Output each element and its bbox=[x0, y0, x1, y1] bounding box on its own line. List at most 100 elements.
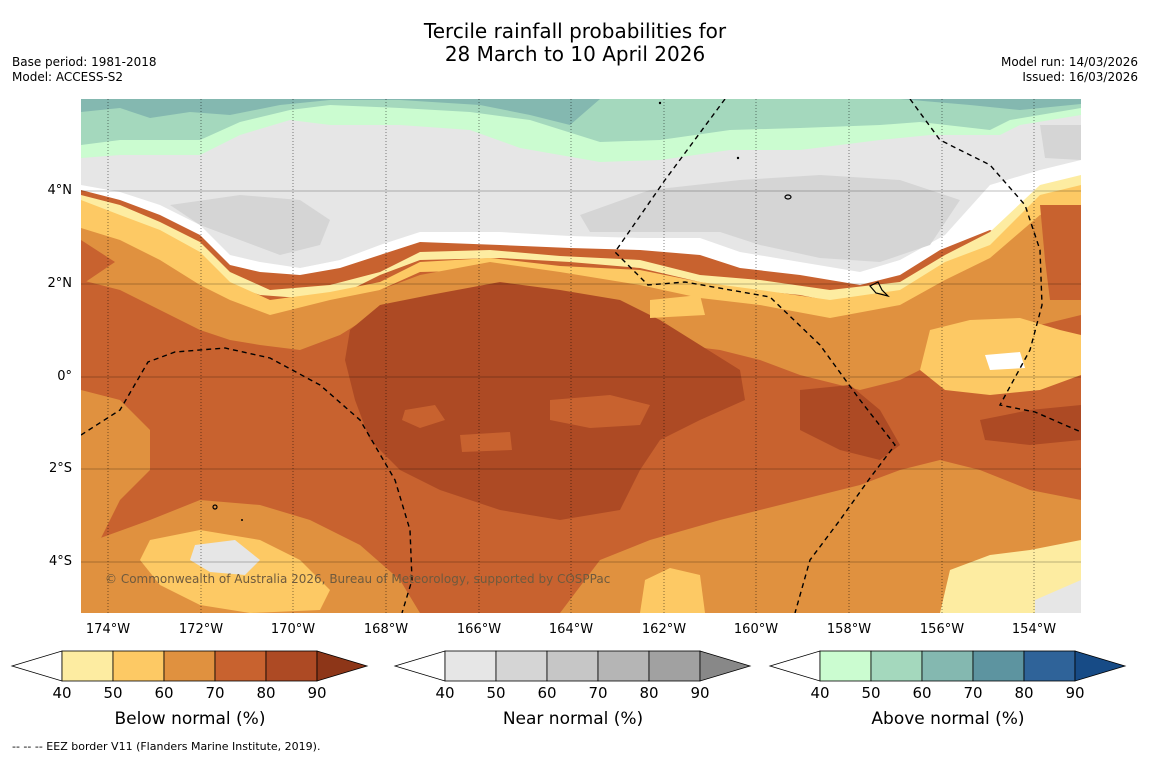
lon-tick-156w: 156°W bbox=[919, 622, 965, 637]
lon-tick-170w: 170°W bbox=[270, 622, 316, 637]
eez-borders bbox=[81, 99, 1081, 613]
lon-tick-166w: 166°W bbox=[456, 622, 502, 637]
copyright-notice: © Commonwealth of Australia 2026, Bureau… bbox=[105, 572, 611, 586]
white-east-pocket bbox=[985, 352, 1025, 370]
island-dot-south bbox=[241, 519, 243, 521]
below-normal-70-inner-2 bbox=[550, 395, 650, 428]
lon-tick-162w: 162°W bbox=[641, 622, 687, 637]
cbar-near-tick-70: 70 bbox=[588, 684, 608, 702]
cbar-below-tick-60: 60 bbox=[154, 684, 174, 702]
cbar-above-seg-3 bbox=[921, 650, 974, 682]
lon-tick-172w: 172°W bbox=[178, 622, 224, 637]
cbar-above-tick-40: 40 bbox=[810, 684, 830, 702]
above-normal-70-east bbox=[900, 99, 1081, 110]
above-normal-70-west bbox=[81, 99, 600, 125]
cbar-below-tick-80: 80 bbox=[256, 684, 276, 702]
near-normal-60-central bbox=[580, 175, 960, 262]
island-tabuaeran bbox=[784, 194, 792, 200]
model-name: Model: ACCESS-S2 bbox=[12, 70, 124, 84]
cbar-near-seg-6 bbox=[699, 650, 752, 682]
cbar-below-seg-2 bbox=[112, 650, 165, 682]
lon-tick-174w: 174°W bbox=[85, 622, 131, 637]
cbar-above-seg-5 bbox=[1023, 650, 1076, 682]
cbar-above-tick-50: 50 bbox=[861, 684, 881, 702]
lon-tick-164w: 164°W bbox=[548, 622, 594, 637]
title-line-2: 28 March to 10 April 2026 bbox=[444, 42, 706, 66]
near-normal-southwest-pocket bbox=[190, 540, 260, 575]
base-period: Base period: 1981-2018 bbox=[12, 55, 157, 69]
lat-tick-2n: 2°N bbox=[47, 276, 73, 291]
islands bbox=[212, 194, 890, 510]
map-title: Tercile rainfall probabilities for 28 Ma… bbox=[0, 20, 1150, 66]
cbar-below-seg-4 bbox=[214, 650, 267, 682]
cbar-near-label: Near normal (%) bbox=[502, 709, 644, 729]
near-normal-southeast-pocket bbox=[1035, 580, 1081, 613]
cbar-near-seg-3 bbox=[546, 650, 599, 682]
cbar-above-tick-70: 70 bbox=[963, 684, 983, 702]
title-line-1: Tercile rainfall probabilities for bbox=[423, 19, 727, 43]
graticule bbox=[81, 99, 1081, 613]
below-normal-60-south-central bbox=[640, 568, 705, 613]
eez-border-central bbox=[614, 99, 896, 613]
cbar-below-tick-70: 70 bbox=[205, 684, 225, 702]
eez-border-east bbox=[909, 99, 1081, 433]
model-run: Model run: 14/03/2026 bbox=[1000, 55, 1138, 69]
below-normal-50-southeast bbox=[940, 540, 1081, 613]
below-normal-70-west bbox=[81, 390, 150, 560]
cbar-below-tick-50: 50 bbox=[103, 684, 123, 702]
island-west-atoll bbox=[212, 504, 218, 510]
near-normal-60-east bbox=[1040, 125, 1081, 160]
cbar-above-seg-2 bbox=[870, 650, 923, 682]
below-normal-70-inner-3 bbox=[460, 432, 512, 452]
eez-legend-note: -- -- -- EEZ border V11 (Flanders Marine… bbox=[12, 740, 321, 753]
cbar-below-tick-40: 40 bbox=[52, 684, 72, 702]
island-dot-central bbox=[736, 156, 740, 160]
cbar-above-seg-4 bbox=[972, 650, 1025, 682]
colorbar-above-normal bbox=[768, 650, 1127, 682]
cbar-below-seg-0 bbox=[10, 650, 63, 682]
below-normal-80-east bbox=[800, 385, 900, 460]
issued-date: Issued: 16/03/2026 bbox=[1022, 70, 1138, 84]
lat-tick-2s: 2°S bbox=[48, 461, 72, 476]
lon-tick-160w: 160°W bbox=[733, 622, 779, 637]
above-normal-60 bbox=[81, 99, 1081, 145]
cbar-above-seg-6 bbox=[1074, 650, 1127, 682]
eez-border-west bbox=[81, 347, 413, 613]
cbar-near-seg-2 bbox=[495, 650, 548, 682]
below-normal-70-inner-1 bbox=[402, 405, 445, 428]
lat-tick-4n: 4°N bbox=[47, 183, 73, 198]
colorbar-near-normal bbox=[393, 650, 752, 682]
near-normal-60-west bbox=[170, 195, 330, 255]
cbar-above-tick-60: 60 bbox=[912, 684, 932, 702]
rainfall-map bbox=[81, 99, 1081, 613]
cbar-below-label: Below normal (%) bbox=[114, 709, 266, 729]
cbar-above-tick-80: 80 bbox=[1014, 684, 1034, 702]
cbar-below-seg-1 bbox=[61, 650, 114, 682]
below-normal-80-west-edge bbox=[81, 240, 115, 285]
cbar-above-seg-0 bbox=[768, 650, 821, 682]
meta-left: Base period: 1981-2018 Model: ACCESS-S2 bbox=[12, 55, 157, 85]
cbar-near-tick-80: 80 bbox=[639, 684, 659, 702]
below-normal-70-east-edge bbox=[1040, 205, 1081, 300]
below-normal-80-core bbox=[345, 282, 745, 520]
cbar-below-seg-3 bbox=[163, 650, 216, 682]
map-field bbox=[81, 99, 1081, 613]
cbar-above-label: Above normal (%) bbox=[871, 709, 1025, 729]
lon-tick-154w: 154°W bbox=[1011, 622, 1057, 637]
island-kiritimati bbox=[869, 281, 890, 298]
cbar-near-tick-90: 90 bbox=[690, 684, 710, 702]
lon-tick-158w: 158°W bbox=[826, 622, 872, 637]
lon-tick-168w: 168°W bbox=[363, 622, 409, 637]
cbar-near-seg-4 bbox=[597, 650, 650, 682]
colorbar-below-normal bbox=[10, 650, 369, 682]
cbar-above-tick-90: 90 bbox=[1065, 684, 1085, 702]
meta-right: Model run: 14/03/2026 Issued: 16/03/2026 bbox=[1001, 55, 1138, 85]
cbar-below-tick-90: 90 bbox=[307, 684, 327, 702]
cbar-near-tick-60: 60 bbox=[537, 684, 557, 702]
cbar-near-tick-50: 50 bbox=[486, 684, 506, 702]
below-normal-80-far-east bbox=[980, 405, 1081, 445]
cbar-near-seg-1 bbox=[444, 650, 497, 682]
lat-tick-0: 0° bbox=[57, 369, 72, 384]
cbar-above-seg-1 bbox=[819, 650, 872, 682]
island-dot-north bbox=[658, 101, 662, 105]
